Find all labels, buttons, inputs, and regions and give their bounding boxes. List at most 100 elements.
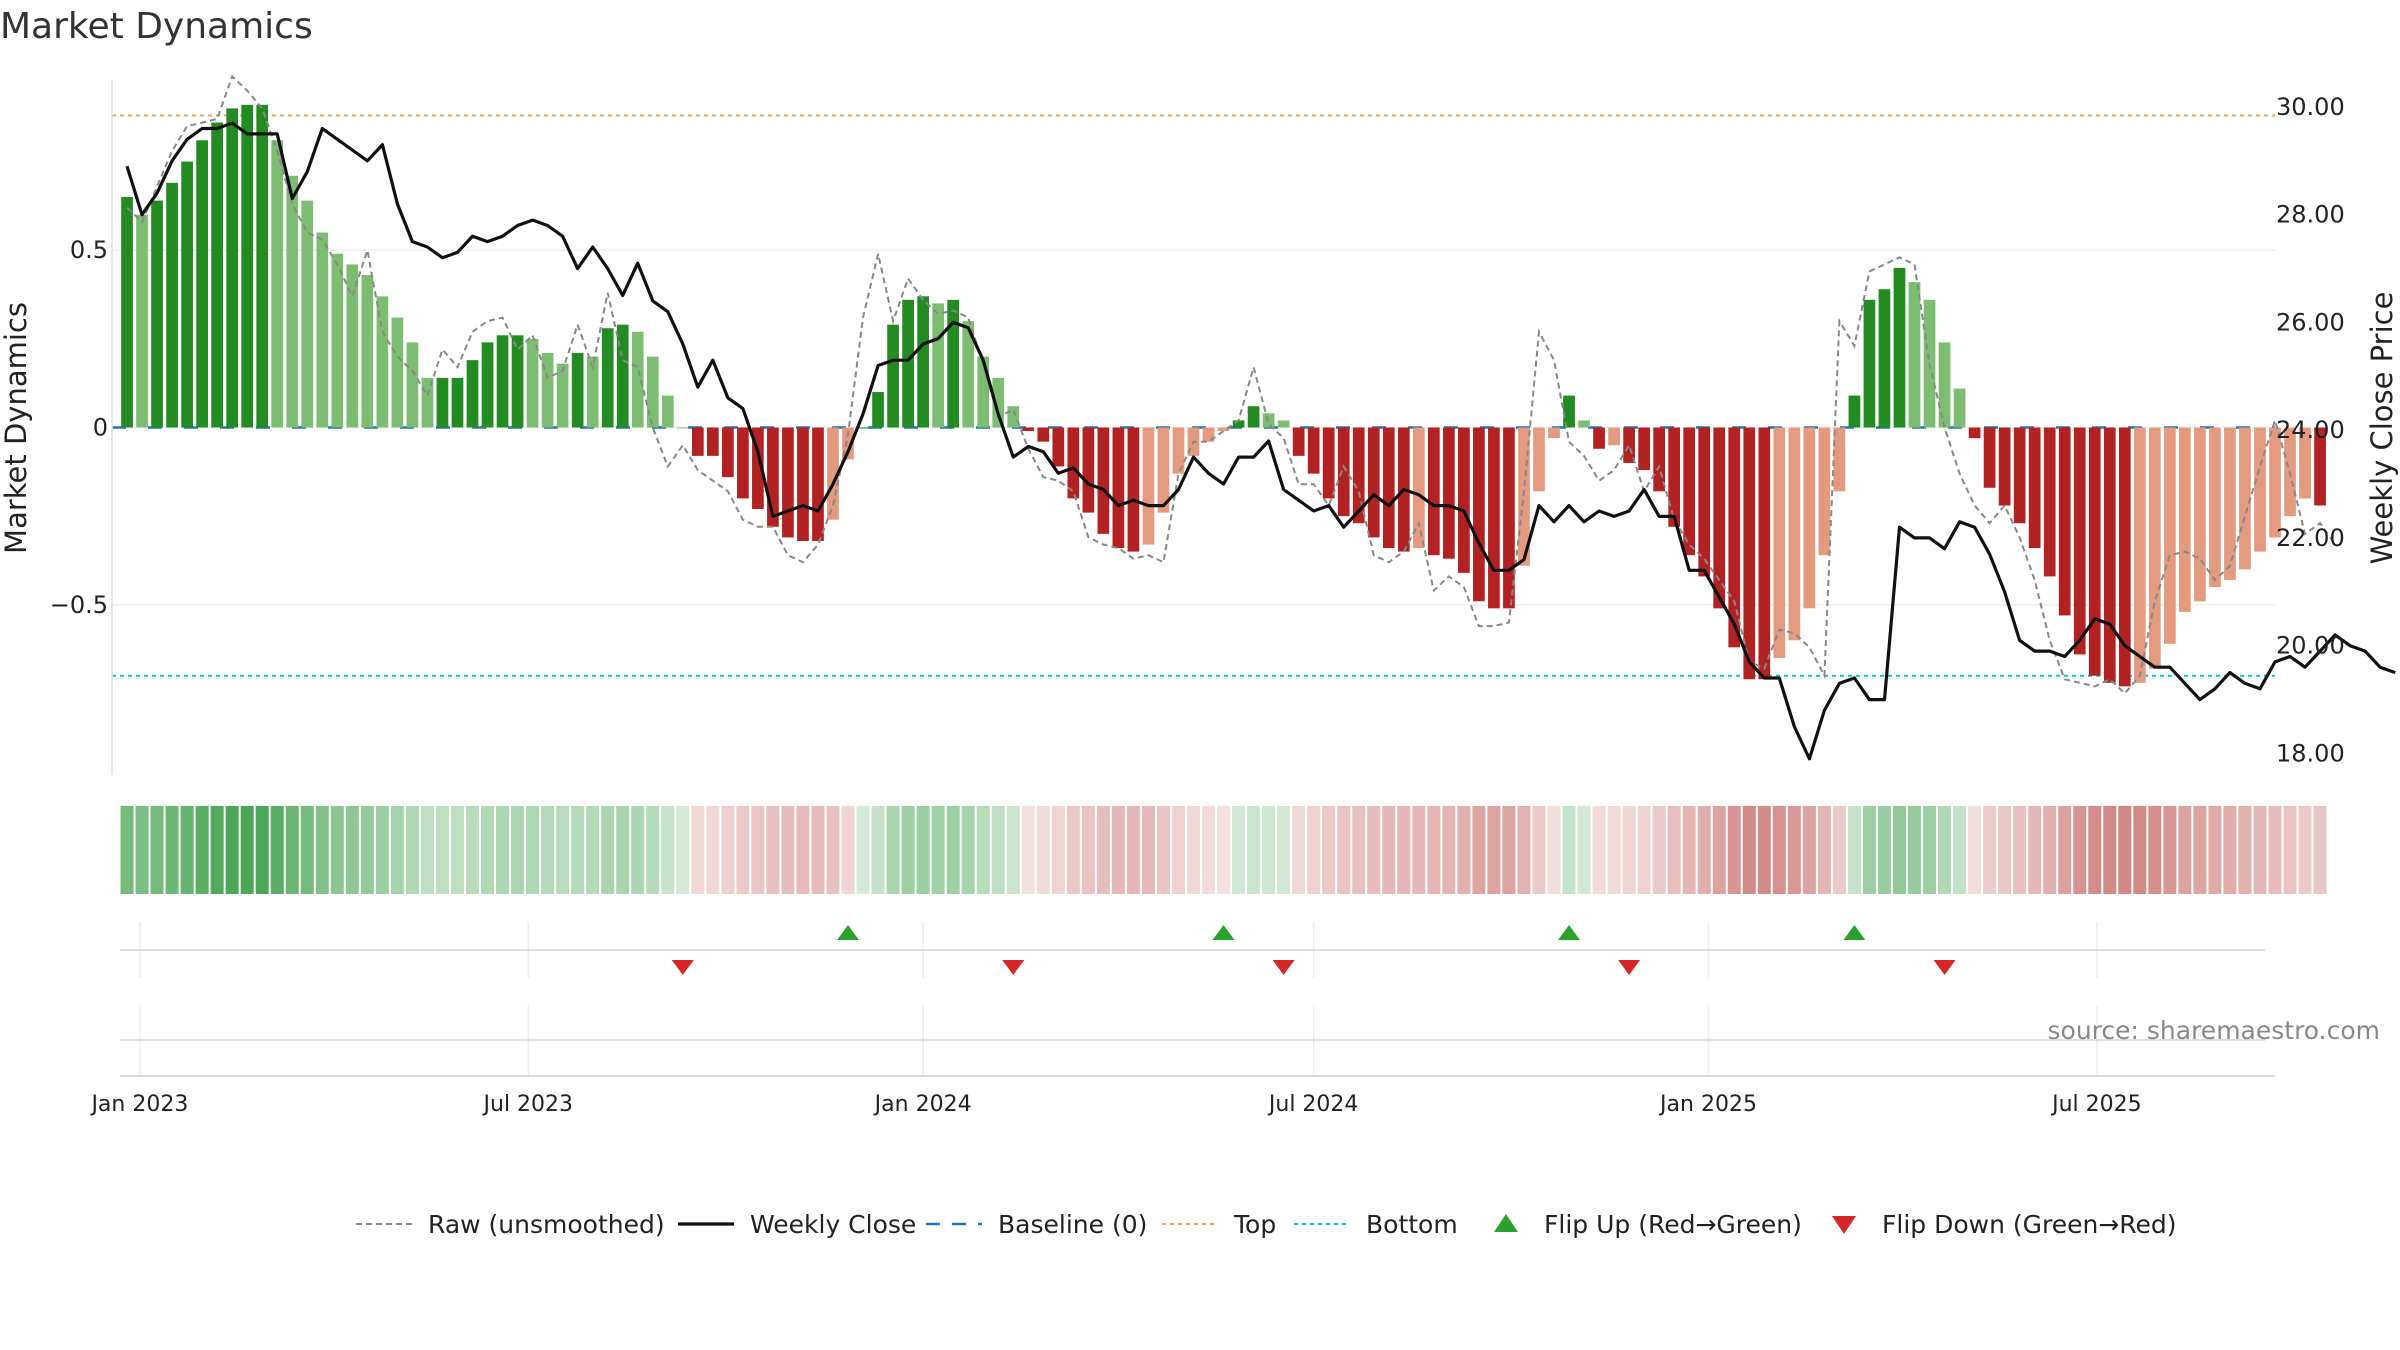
bar <box>181 161 193 428</box>
bar <box>196 140 208 428</box>
bar <box>1232 420 1245 428</box>
bar <box>451 377 464 428</box>
heat-cell <box>1532 806 1546 894</box>
heat-cell <box>961 806 975 894</box>
heat-cell <box>1457 806 1471 894</box>
market-dynamics-bars <box>121 104 2326 687</box>
heat-cell <box>120 806 134 894</box>
heat-cell <box>2283 806 2297 894</box>
heat-cell <box>345 806 359 894</box>
heat-cell <box>706 806 720 894</box>
bar <box>1578 420 1590 428</box>
legend-label: Bottom <box>1366 1210 1458 1239</box>
bar <box>1938 342 1951 428</box>
heat-cell <box>1652 806 1666 894</box>
bar <box>2073 427 2086 655</box>
legend-label: Flip Up (Red→Green) <box>1544 1210 1802 1239</box>
heat-cell <box>1727 806 1741 894</box>
bar <box>1352 427 1365 524</box>
heat-cell <box>1907 806 1922 894</box>
bar <box>1097 427 1110 534</box>
heat-cell <box>721 806 735 894</box>
heat-cell <box>1577 806 1591 894</box>
heat-cell <box>1877 806 1891 894</box>
y2-tick-label: 28.00 <box>2276 201 2345 229</box>
heat-cell <box>541 806 555 894</box>
heat-cell <box>1186 806 1201 894</box>
heat-cell <box>1757 806 1771 894</box>
heat-cell <box>375 806 389 894</box>
heat-cell <box>1622 806 1636 894</box>
bar <box>827 427 839 520</box>
bar <box>1037 427 1050 442</box>
bar <box>2118 427 2131 687</box>
heat-cell <box>1998 806 2012 894</box>
heat-cell <box>571 806 585 894</box>
heat-cell <box>826 806 840 894</box>
bar <box>1653 427 1666 492</box>
bar <box>406 342 419 428</box>
bar <box>2179 427 2191 612</box>
bar <box>301 200 314 428</box>
heat-cell <box>751 806 765 894</box>
heat-cell <box>1427 806 1441 894</box>
y2-tick-label: 30.00 <box>2276 93 2345 121</box>
heat-cell <box>1953 806 1967 894</box>
heat-cell <box>1232 806 1246 894</box>
heat-cell <box>1096 806 1110 894</box>
heat-cell <box>1352 806 1366 894</box>
bar <box>271 140 284 428</box>
heat-cell <box>856 806 870 894</box>
y-tick-label: −0.5 <box>50 591 108 619</box>
bar <box>511 335 524 428</box>
bar <box>812 427 824 541</box>
bar <box>2133 427 2146 683</box>
bar <box>331 253 344 428</box>
bar <box>2028 427 2041 549</box>
flip-up-marker <box>837 925 860 940</box>
flip-down-marker <box>671 960 694 975</box>
bar <box>1307 427 1320 474</box>
bar <box>947 299 960 428</box>
bar <box>421 377 434 428</box>
legend-swatch <box>1832 1216 1856 1234</box>
flip-up-marker <box>1558 925 1581 940</box>
heat-cell <box>1126 806 1140 894</box>
bar <box>767 427 779 527</box>
bar <box>1082 427 1095 513</box>
raw-series <box>126 74 2336 695</box>
y2-axis-ticks: 30.00 28.00 26.00 24.00 22.00 20.00 18.00 <box>2276 93 2345 768</box>
heat-cell <box>991 806 1005 894</box>
heat-cell <box>450 806 464 894</box>
bar <box>1863 299 1876 428</box>
bar <box>676 427 689 429</box>
bar <box>1247 406 1260 428</box>
y2-axis-label: Weekly Close Price <box>2365 292 2399 565</box>
bar <box>1953 388 1966 428</box>
bar <box>1608 427 1620 446</box>
heat-cell <box>1036 806 1050 894</box>
heat-cell <box>1923 806 1937 894</box>
bar <box>136 214 148 428</box>
heat-cell <box>496 806 510 894</box>
heat-cell <box>766 806 780 894</box>
bar <box>1758 427 1771 680</box>
heat-cell <box>1502 806 1516 894</box>
bar <box>1983 427 1996 488</box>
reference-lines <box>112 114 2275 677</box>
heat-cell <box>631 806 645 894</box>
bar <box>691 427 704 456</box>
heat-cell <box>1262 806 1276 894</box>
flip-down-marker <box>1618 960 1641 975</box>
heat-cell <box>270 806 284 894</box>
bar <box>1292 427 1305 456</box>
heat-cell <box>556 806 570 894</box>
heat-cell <box>1382 806 1396 894</box>
heat-cell <box>526 806 540 894</box>
heat-cell <box>435 806 449 894</box>
bar <box>1202 427 1215 442</box>
bar <box>2314 427 2326 506</box>
x-tick-label: Jul 2024 <box>1267 1092 1359 1117</box>
bar <box>1007 406 1020 428</box>
bar <box>706 427 719 456</box>
